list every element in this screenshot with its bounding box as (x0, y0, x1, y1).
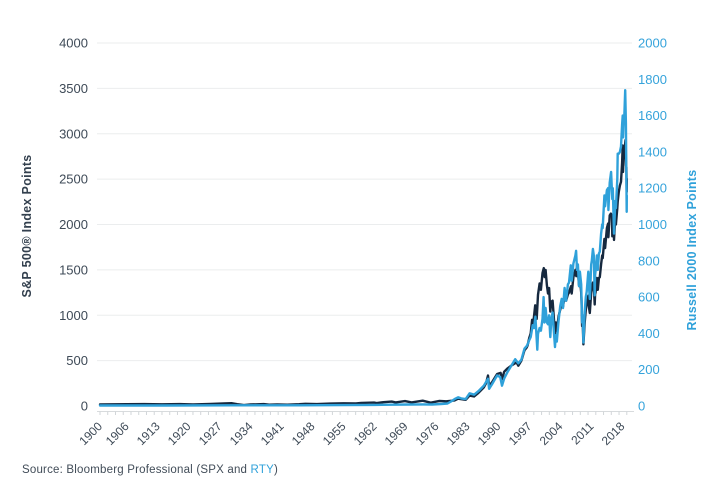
x-axis-tick-label: 1906 (103, 419, 132, 448)
chart-canvas: 0 500 1000 1500 2000 2500 3000 3500 4000 0 200 400 6… (59, 36, 667, 449)
source-suffix: ) (273, 464, 278, 476)
x-axis-tick-label: 1948 (289, 419, 318, 448)
x-axis-tick-label: 1976 (413, 419, 442, 448)
left-axis-tick-label: 0 (81, 399, 88, 414)
source-note: Source: Bloomberg Professional (SPX and … (22, 464, 278, 476)
x-axis-tick-label: 2011 (568, 419, 596, 447)
right-axis-tick-label: 2000 (638, 36, 667, 51)
right-axis-tick-label: 1400 (638, 144, 667, 159)
spx-series-line (98, 138, 628, 407)
left-axis-tick-label: 4000 (59, 36, 88, 51)
right-axis-tick-label: 1200 (638, 181, 667, 196)
x-axis-tick-label: 1997 (506, 419, 535, 448)
left-axis-tick-label: 2500 (59, 172, 88, 187)
x-axis-tick-label: 1955 (320, 419, 349, 448)
x-axis-tick-label: 1990 (475, 419, 504, 448)
left-axis-tick-label: 1500 (59, 262, 88, 277)
left-axis-tick-label: 3000 (59, 126, 88, 141)
right-axis-tick-label: 1000 (638, 217, 667, 232)
x-axis-tick-label: 2004 (537, 419, 566, 448)
left-axis-tick-label: 500 (66, 353, 88, 368)
right-axis-tick-label: 400 (638, 326, 660, 341)
left-axis-tick-label: 2000 (59, 217, 88, 232)
right-axis-tick-label: 200 (638, 362, 660, 377)
x-axis-tick-label: 1913 (134, 419, 163, 448)
x-axis-tick-label: 2018 (599, 419, 628, 448)
right-axis-title: Russell 2000 Index Points (685, 169, 699, 331)
x-axis-tick-label: 1983 (444, 419, 473, 448)
left-axis-tick-label: 1000 (59, 308, 88, 323)
source-text: Source: Bloomberg Professional (SPX and (22, 464, 251, 476)
x-axis-tick-label: 1920 (165, 419, 194, 448)
x-axis-tick-label: 1900 (76, 419, 105, 448)
left-axis-tick-label: 3500 (59, 81, 88, 96)
right-axis-tick-label: 1800 (638, 72, 667, 87)
source-ticker-rty: RTY (250, 464, 274, 476)
x-axis-tick-label: 1934 (227, 419, 256, 448)
x-axis-tick-label: 1962 (351, 419, 380, 448)
x-axis-tick-label: 1927 (196, 419, 225, 448)
right-axis-tick-label: 600 (638, 290, 660, 305)
right-axis-tick-label: 1600 (638, 108, 667, 123)
x-axis-tick-label: 1941 (258, 419, 287, 448)
left-axis-title: S&P 500® Index Points (20, 154, 34, 298)
right-axis-tick-label: 0 (638, 399, 645, 414)
x-axis-tick-label: 1969 (382, 419, 411, 448)
right-axis-tick-label: 800 (638, 253, 660, 268)
rty-series-line (98, 88, 628, 407)
